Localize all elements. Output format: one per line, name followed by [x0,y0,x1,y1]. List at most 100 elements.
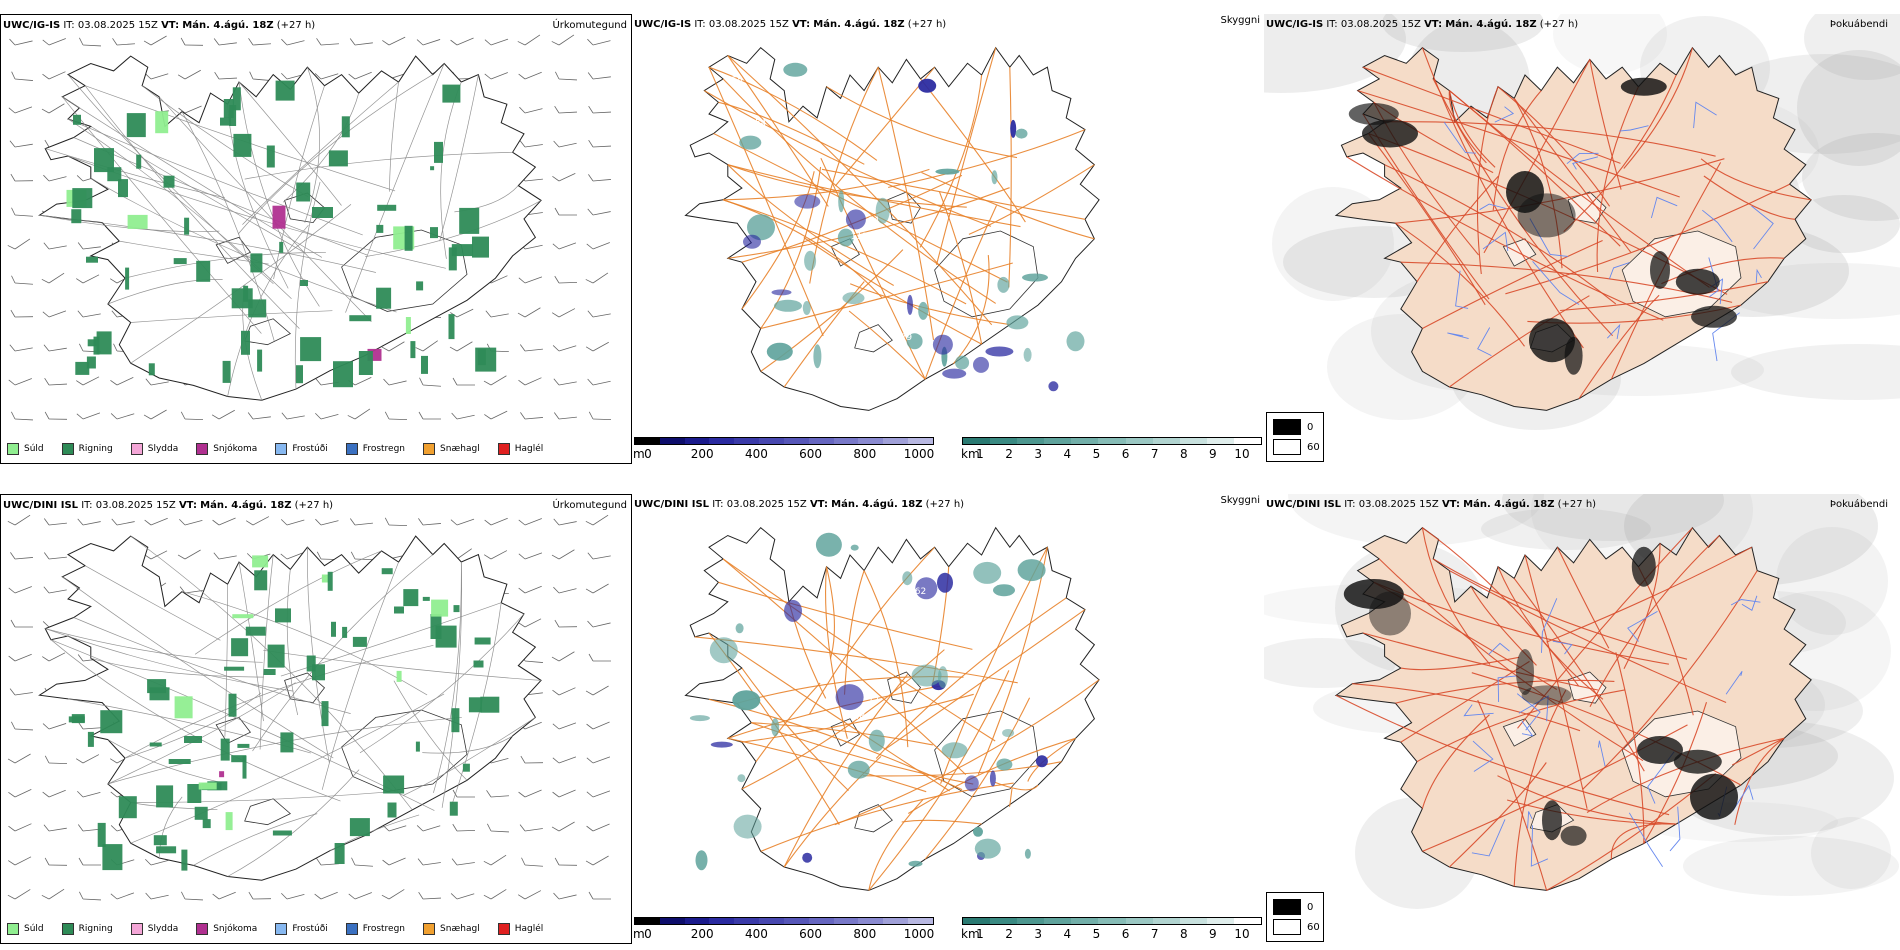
road-line [244,151,513,180]
road-line [359,613,525,754]
precip-cell [93,336,100,355]
road-network [39,63,542,401]
legend-swatch [196,443,209,455]
precip-cell [459,207,480,234]
low-visibility-cell [771,289,792,296]
legend-item: Slydda [130,438,178,460]
precip-cell [136,154,142,169]
road-line [1524,554,1588,809]
road-line [119,240,269,265]
precip-cell [223,99,234,118]
road-line [1362,632,1599,691]
fog-blob [1517,193,1576,238]
road-line [422,735,513,754]
wind-barb-icon [517,34,541,46]
wind-barb-icon [552,345,577,352]
river-line [1725,671,1743,695]
colorbar-tick-label: 0 [644,447,652,461]
vt-value: Mán. 4.ágú. 18Z [200,500,292,511]
legend-label: Snæhagl [440,924,480,934]
low-visibility-cell [1023,347,1032,362]
road-line [1483,59,1591,254]
road-line [1661,257,1785,285]
wind-barb-icon [41,888,65,900]
wind-barb-icon [314,73,339,80]
precip-cell [87,339,97,347]
glacier-outline [244,798,292,826]
road-line [1578,294,1660,400]
river-line [1566,152,1599,165]
wind-barb-icon [78,722,101,730]
wind-barb-icon [145,378,169,386]
wind-barb-icon [43,174,67,182]
precip-cell [422,596,430,601]
visibility-value-label: 49 [755,599,767,609]
colorbar-tick-label: 0 [644,927,652,941]
road-line [888,129,1086,188]
wind-barb-icon [449,341,473,352]
model-name: UWC/IG-IS [1266,19,1324,30]
precip-cell [168,759,191,764]
river-line [1477,327,1492,357]
wind-barb-icon [519,106,543,114]
precip-cell [352,636,367,647]
wind-barb-icon [76,376,100,386]
precip-cell [222,360,231,383]
wind-barb-icon [555,71,577,81]
wind-barb-icon [43,586,67,594]
road-line [924,697,1031,860]
precip-cell [250,253,263,273]
iceland-map-icon [1264,494,1899,909]
road-line [708,66,878,161]
wind-barb-icon [484,410,508,420]
colorbar-tick-label: 2 [1005,927,1013,941]
low-visibility-cell [1022,273,1048,282]
colorbar-tick-label: 10 [1234,447,1250,461]
panel-title: Skyggni [1220,15,1260,26]
road-line [259,554,274,750]
river-line [1494,106,1515,123]
fog-haze [1264,638,1396,688]
visibility-value-label: 19 [778,630,790,640]
fog-blobs [1348,77,1737,375]
precip-cell [383,775,405,794]
legend-swatch [196,923,209,935]
precip-cell [376,224,384,233]
precip-cell [233,133,252,157]
it-value: 03.08.2025 15Z [95,500,176,511]
fog-haze [1776,527,1888,635]
low-visibility-cell [732,690,761,711]
precip-cell [231,288,253,309]
road-line [45,628,263,663]
low-visibility-cell [794,194,821,209]
fog-haze [1802,133,1900,221]
low-visibility-cell [902,571,913,586]
precip-cell [232,614,254,619]
precip-cell [267,644,285,668]
precip-cell [349,315,372,322]
wind-barb-icon [588,140,611,148]
wind-barb-icon [552,722,577,730]
fog-blob [1673,749,1722,774]
wind-barb-icon [181,891,203,901]
wind-barb-icon [349,38,373,46]
lead-time: (+27 h) [1557,499,1597,510]
wind-barb-icon [77,790,101,798]
colorbar-tick-label: 9 [1209,927,1217,941]
precip-cell [184,736,202,743]
road-line [968,164,1095,235]
low-visibility-cell [838,190,845,213]
wind-barb-icon [77,242,101,250]
road-line [1615,652,1645,844]
colorbar-tick-label: 400 [744,447,768,461]
precip-cell [349,818,370,837]
low-visibility-cell [941,742,968,759]
wind-barb-icon [518,789,542,798]
low-visibility-cell [1024,848,1031,859]
wind-barb-icon [450,518,475,526]
wind-barb-icon [177,549,201,560]
precip-cell [196,260,211,282]
precip-cell [312,664,325,681]
precip-cell [434,141,443,163]
road-line [722,78,996,304]
